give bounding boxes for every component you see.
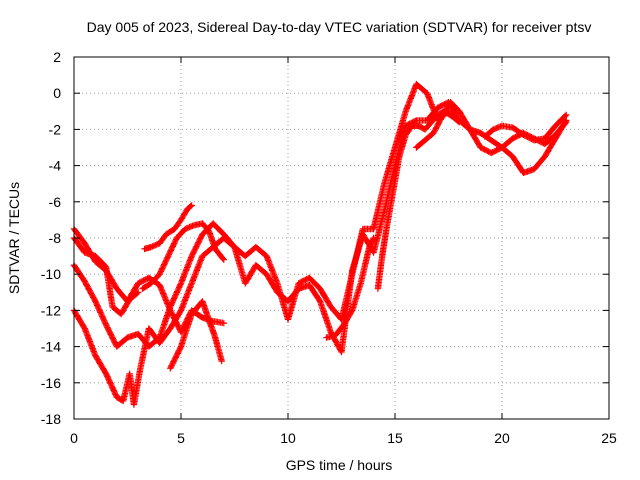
x-tick-label: 0 <box>70 430 78 446</box>
grid-lines <box>74 57 609 419</box>
chart-title: Day 005 of 2023, Sidereal Day-to-day VTE… <box>87 19 592 35</box>
y-axis-label: SDTVAR / TECUs <box>6 182 22 294</box>
data-markers <box>141 202 195 253</box>
data-markers <box>167 298 225 372</box>
data-markers <box>139 220 227 292</box>
data-series-track-6 <box>167 298 225 372</box>
axis-ticks: 0 5 10 15 20 25 -18 -16 -14 -12 -10 -8 -6 -4 -2 0 2 <box>41 49 617 446</box>
data-series-track-9 <box>413 99 463 151</box>
x-tick-label: 15 <box>387 430 403 446</box>
data-markers <box>413 99 463 151</box>
y-tick-label: -8 <box>49 230 62 246</box>
x-tick-label: 10 <box>280 430 296 446</box>
y-tick-label: -14 <box>41 339 61 355</box>
data-series-track-8 <box>323 234 377 341</box>
y-tick-label: -10 <box>41 266 61 282</box>
y-tick-label: 2 <box>53 49 61 65</box>
y-tick-label: -12 <box>41 302 61 318</box>
data-series-layer <box>70 80 570 408</box>
y-tick-label: -16 <box>41 375 61 391</box>
x-tick-label: 5 <box>177 430 185 446</box>
x-axis-label: GPS time / hours <box>286 457 393 473</box>
y-tick-label: -4 <box>49 158 62 174</box>
data-series-track-4 <box>141 202 195 253</box>
data-series-track-10 <box>481 111 570 144</box>
data-series-track-5 <box>139 220 227 292</box>
y-tick-label: -6 <box>49 194 62 210</box>
data-markers <box>323 234 377 341</box>
y-tick-label: 0 <box>53 85 61 101</box>
y-tick-label: -2 <box>49 121 62 137</box>
x-tick-label: 25 <box>601 430 617 446</box>
x-tick-label: 20 <box>494 430 510 446</box>
y-tick-label: -18 <box>41 411 61 427</box>
data-markers <box>481 111 570 144</box>
